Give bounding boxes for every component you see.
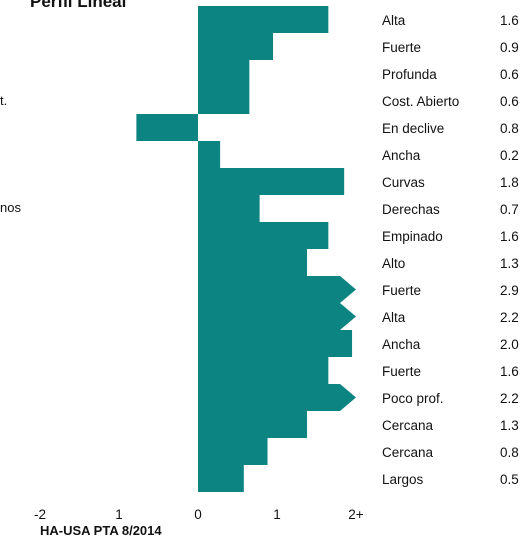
category-label: Curvas [382, 175, 425, 190]
x-tick-label: 0 [194, 507, 202, 522]
category-label: Derechas [382, 202, 440, 217]
value-label: 0.2 [500, 148, 519, 163]
value-label: 0.9 [500, 40, 519, 55]
value-label: 1.6 [500, 229, 519, 244]
bar [198, 87, 250, 114]
category-label: Empinado [382, 229, 443, 244]
category-label: Cercana [382, 418, 434, 433]
bar [198, 168, 345, 195]
bar [198, 6, 329, 33]
category-label: Fuerte [382, 283, 421, 298]
value-label: 0.8 [500, 121, 519, 136]
value-label: 0.5 [500, 472, 519, 487]
category-label: Ancha [382, 148, 421, 163]
bar [198, 249, 308, 276]
category-label: Cercana [382, 445, 434, 460]
category-label: Alto [382, 256, 405, 271]
value-label: 1.6 [500, 13, 519, 28]
value-label: 2.2 [500, 310, 519, 325]
bar [198, 195, 260, 222]
category-label: Fuerte [382, 40, 421, 55]
category-label: Fuerte [382, 364, 421, 379]
value-label: 1.8 [500, 175, 519, 190]
bar [198, 465, 244, 492]
category-label: Largos [382, 472, 424, 487]
value-label: 0.7 [500, 202, 519, 217]
bar [136, 114, 198, 141]
category-label: Alta [382, 310, 406, 325]
bar [198, 411, 308, 438]
value-label: 1.3 [500, 418, 519, 433]
x-tick-label: 1 [115, 507, 123, 522]
bar [198, 276, 356, 303]
bar [198, 60, 250, 87]
bar [198, 357, 329, 384]
bar [198, 222, 329, 249]
value-label: 1.6 [500, 364, 519, 379]
x-tick-label: 2+ [348, 507, 364, 522]
source-footer: HA-USA PTA 8/2014 [40, 523, 162, 538]
bar [198, 330, 353, 357]
value-labels: 1.6 0.9 0.6 0.6 0.8 0.2 1.8 0.7 1.6 1.3 2.9 2.2 2.0 1… [500, 13, 519, 487]
bar [198, 303, 356, 330]
bar [198, 384, 356, 411]
value-label: 2.2 [500, 391, 519, 406]
x-tick-label: -2 [34, 507, 46, 522]
category-label: Ancha [382, 337, 421, 352]
category-label: Profunda [382, 67, 437, 82]
value-label: 1.3 [500, 256, 519, 271]
value-label: 0.6 [500, 94, 519, 109]
category-label: Cost. Abierto [382, 94, 459, 109]
left-fragment-label-b: nos [0, 200, 21, 215]
category-label: Poco prof. [382, 391, 444, 406]
bar [198, 438, 268, 465]
category-labels: Alta Fuerte Profunda Cost. Abierto En decliv… [382, 13, 459, 487]
value-label: 2.9 [500, 283, 519, 298]
bar [198, 33, 274, 60]
category-label: Alta [382, 13, 406, 28]
category-label: En declive [382, 121, 444, 136]
chart-title: Perfil Lineal [30, 0, 127, 11]
bar [198, 141, 221, 168]
x-tick-label: 1 [273, 507, 281, 522]
x-axis-ticks: -2 1 0 1 2+ [34, 507, 364, 522]
value-label: 2.0 [500, 337, 519, 352]
value-label: 0.6 [500, 67, 519, 82]
left-fragment-label-a: t. [0, 93, 8, 108]
value-label: 0.8 [500, 445, 519, 460]
bars-group [136, 6, 356, 492]
